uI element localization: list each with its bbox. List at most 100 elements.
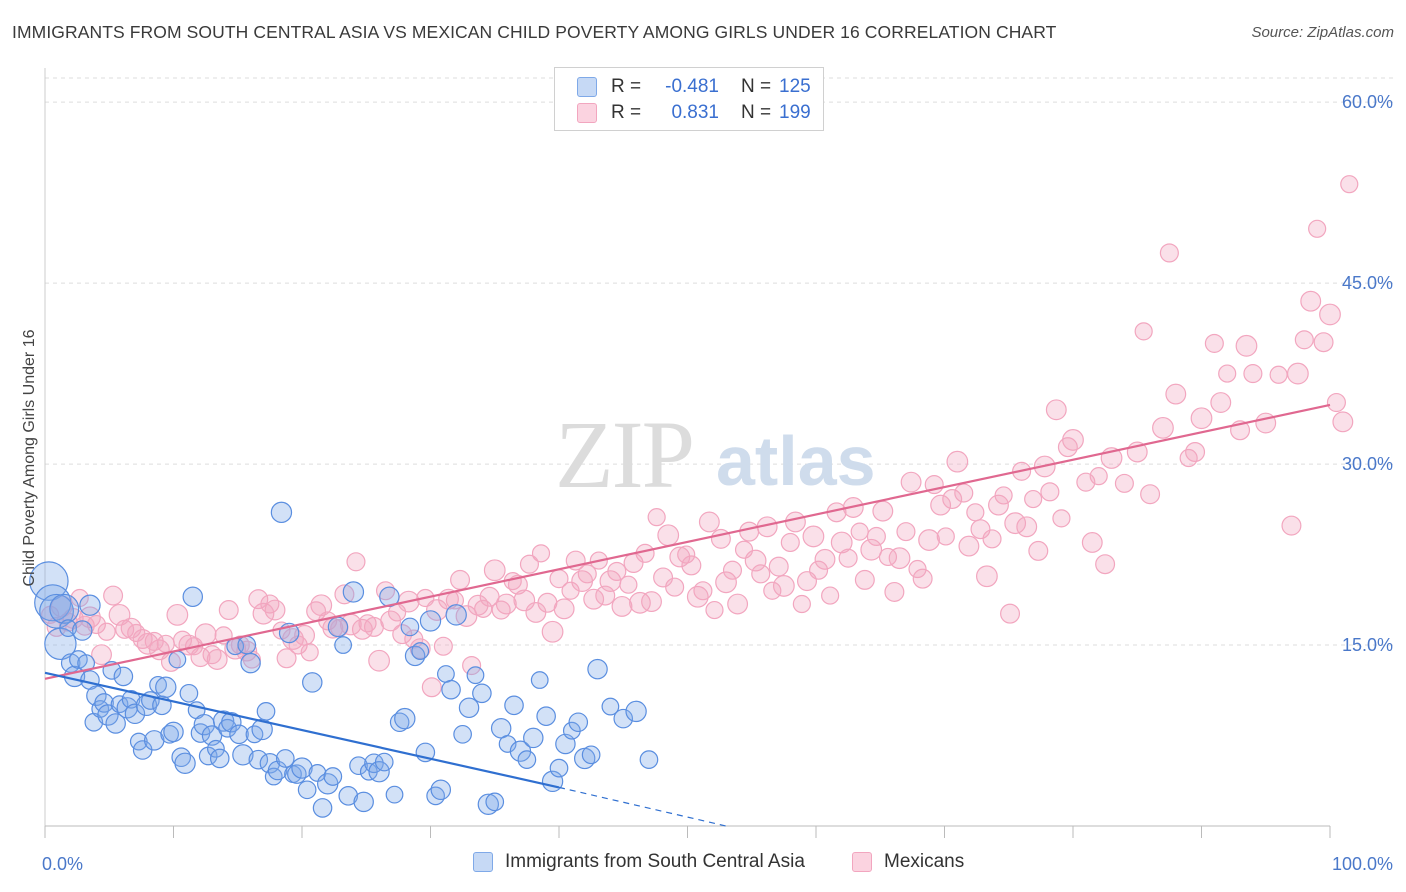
data-point: [677, 545, 696, 564]
data-point: [368, 649, 391, 672]
grid-lines: [45, 77, 1395, 646]
watermark-zip: ZIP: [555, 401, 693, 508]
data-point: [669, 546, 691, 568]
data-point: [751, 564, 771, 584]
data-point: [46, 616, 67, 637]
data-point: [888, 547, 911, 570]
data-point: [1024, 489, 1043, 509]
data-point: [739, 521, 760, 542]
data-point: [838, 548, 858, 568]
data-point: [445, 604, 467, 626]
legend-r-value: 0.831: [671, 102, 719, 123]
legend-r-value: -0.481: [665, 76, 719, 97]
data-point: [421, 677, 442, 698]
data-point: [168, 650, 187, 669]
data-point: [105, 713, 126, 734]
data-point: [1004, 512, 1027, 535]
series-immigrants-south-central-asia: [29, 501, 659, 818]
series-mexicans: [41, 175, 1359, 698]
data-point: [976, 565, 998, 588]
data-point: [705, 600, 724, 620]
data-point: [1081, 532, 1103, 553]
data-point: [1095, 554, 1116, 575]
data-point: [1114, 473, 1134, 493]
data-point: [404, 645, 426, 667]
legend-n-label: N =: [741, 102, 772, 123]
data-point: [97, 622, 116, 641]
data-point: [256, 702, 276, 721]
data-point: [392, 624, 413, 645]
series-legend: Immigrants from South Central Asia Mexic…: [0, 851, 1406, 879]
data-point: [1235, 334, 1258, 357]
data-point: [780, 532, 800, 553]
data-point: [72, 620, 93, 641]
data-point: [1313, 332, 1334, 353]
data-point: [1040, 482, 1060, 502]
source-label: Source: ZipAtlas.com: [1251, 24, 1394, 41]
data-point: [218, 600, 239, 621]
data-point: [453, 724, 472, 744]
legend-label-immigrants: Immigrants from South Central Asia: [505, 851, 805, 872]
data-point: [342, 581, 365, 603]
trend-lines: [44, 403, 1331, 827]
data-point: [727, 593, 749, 615]
data-point: [517, 750, 537, 769]
data-point: [264, 767, 283, 786]
data-point: [1269, 365, 1288, 384]
y-tick-label: 15.0%: [1342, 635, 1393, 655]
data-point: [174, 752, 196, 774]
data-point: [814, 548, 836, 570]
trend-line-mexicans: [44, 403, 1331, 680]
data-point: [1204, 333, 1224, 353]
data-point: [327, 616, 349, 638]
data-point: [1152, 416, 1174, 439]
legend-label-mexicans: Mexicans: [884, 851, 965, 872]
data-point: [466, 666, 485, 685]
watermark-atlas: atlas: [716, 422, 876, 500]
data-point: [1140, 484, 1161, 505]
data-point: [982, 529, 1002, 549]
data-point: [1134, 322, 1153, 341]
data-point: [252, 602, 275, 625]
data-point: [1218, 364, 1237, 383]
legend-row-immigrants: R = -0.481 N = 125: [577, 75, 811, 99]
data-point: [79, 594, 101, 616]
data-point: [1294, 330, 1314, 350]
data-point: [206, 649, 228, 670]
data-point: [541, 620, 564, 643]
data-point: [477, 793, 500, 815]
data-point: [954, 483, 974, 503]
data-point: [334, 584, 355, 605]
data-point: [809, 560, 829, 580]
data-point: [619, 575, 638, 594]
data-point: [229, 724, 249, 745]
data-point: [942, 489, 963, 510]
data-point: [472, 683, 492, 704]
data-point: [763, 581, 782, 600]
data-point: [577, 564, 597, 584]
data-point: [1016, 516, 1038, 538]
data-point: [693, 581, 713, 601]
data-point: [860, 538, 883, 561]
data-point: [190, 647, 211, 668]
data-point: [900, 471, 922, 493]
data-point: [498, 735, 517, 753]
tick-labels: 15.0% 30.0% 45.0% 60.0% 0.0% 100.0%: [42, 92, 1393, 874]
data-point: [1281, 515, 1302, 536]
data-point: [613, 708, 634, 729]
data-point: [136, 632, 159, 655]
data-point: [380, 610, 402, 632]
data-point: [918, 529, 940, 551]
data-point: [237, 635, 257, 655]
legend-row-mexicans: R = 0.831 N = 199: [577, 101, 811, 125]
data-point: [647, 508, 666, 527]
data-point: [156, 634, 175, 653]
data-point: [275, 749, 295, 768]
data-point: [358, 614, 377, 633]
data-point: [94, 693, 114, 713]
data-point: [607, 561, 627, 581]
data-point: [441, 679, 461, 700]
data-point: [878, 547, 898, 567]
data-point: [1028, 540, 1049, 561]
